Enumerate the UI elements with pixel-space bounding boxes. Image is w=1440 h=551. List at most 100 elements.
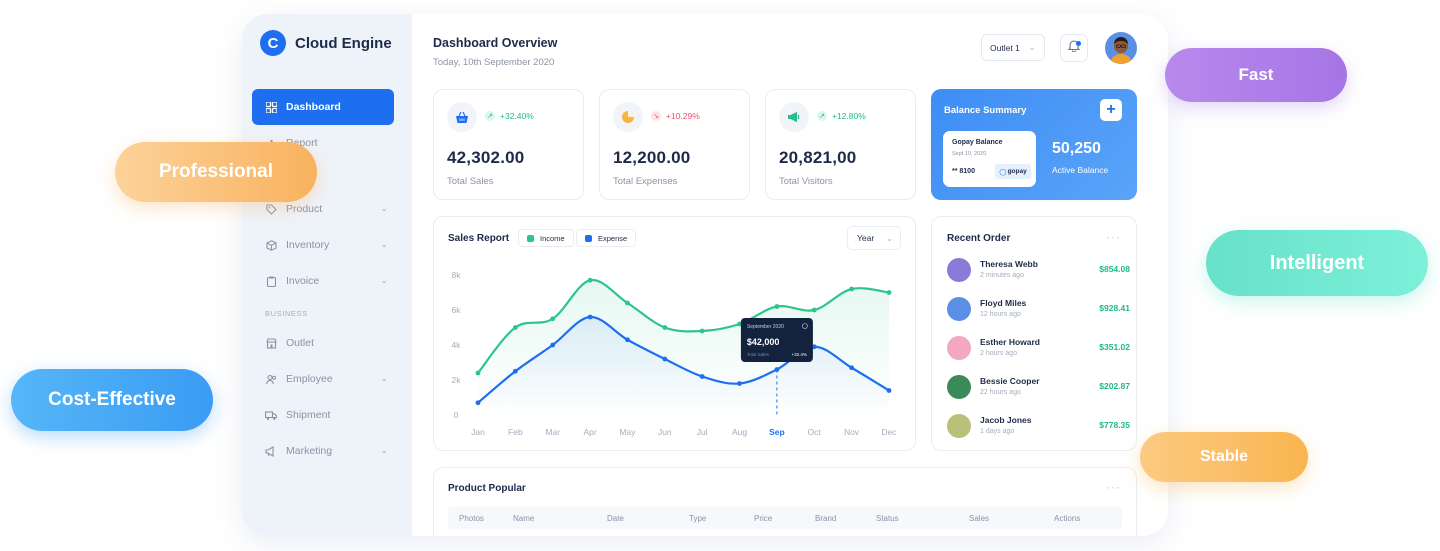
y-tick-label: 0 <box>454 410 459 420</box>
legend-expense[interactable]: Expense <box>576 229 637 247</box>
chevron-down-icon: ⌄ <box>380 275 388 285</box>
more-options-icon[interactable]: ··· <box>1106 480 1121 494</box>
customer-avatar <box>947 336 971 360</box>
sidebar-item-inventory[interactable]: Inventory ⌄ <box>252 227 394 263</box>
stat-value: 42,302.00 <box>447 148 525 167</box>
order-time: 2 minutes ago <box>980 272 1024 279</box>
order-row[interactable]: Bessie Cooper 22 hours ago $202.87 <box>947 375 1130 401</box>
sales-report-card: 0 2k 4k 6k 8k Jan Feb Mar Apr May Jun Jul Aug Sep Oct N… <box>433 216 916 451</box>
gopay-card[interactable]: Gopay Balance Sept 10, 2020 ** 8100 ◯ gop… <box>943 131 1036 187</box>
store-icon <box>265 337 277 349</box>
stat-card-total-expenses[interactable]: ↘ +10.29% 12,200.00 Total Expenses <box>599 89 750 200</box>
stat-card-total-visitors[interactable]: ↗ +12.80% 20,821,00 Total Visitors <box>765 89 916 200</box>
stat-label: Total Sales <box>447 176 494 187</box>
user-avatar[interactable] <box>1105 32 1137 64</box>
notification-button[interactable] <box>1060 34 1088 62</box>
outlet-select-value: Outlet 1 <box>990 42 1020 53</box>
data-point-income <box>475 370 481 376</box>
x-tick-label: Dec <box>881 427 897 437</box>
table-header: Photos Name Date Type Price Brand Status… <box>448 507 1122 529</box>
outlet-select[interactable]: Outlet 1 ⌄ <box>981 34 1045 61</box>
series-line-income <box>477 279 890 374</box>
data-point-expense <box>886 388 892 393</box>
order-row[interactable]: Theresa Webb 2 minutes ago $854.08 <box>947 258 1130 284</box>
add-balance-button[interactable]: + <box>1100 99 1122 121</box>
dashboard-icon <box>265 101 277 113</box>
sidebar-item-outlet[interactable]: Outlet <box>252 325 394 361</box>
range-select-value: Year <box>857 233 875 243</box>
customer-avatar <box>947 414 971 438</box>
sidebar-item-employee[interactable]: Employee ⌄ <box>252 361 394 397</box>
data-point-income <box>849 286 855 292</box>
order-time: 22 hours ago <box>980 389 1021 396</box>
info-icon <box>802 323 808 329</box>
stat-label: Total Visitors <box>779 176 833 187</box>
stat-value: 12,200.00 <box>613 148 691 167</box>
gopay-title: Gopay Balance <box>952 139 1003 146</box>
order-row[interactable]: Esther Howard 2 hours ago $351.02 <box>947 336 1130 362</box>
data-point-expense <box>699 374 705 379</box>
order-amount: $351.02 <box>1099 342 1130 352</box>
y-tick-label: 8k <box>452 270 462 280</box>
customer-avatar <box>947 258 971 282</box>
y-tick-label: 6k <box>452 305 462 315</box>
order-row[interactable]: Jacob Jones 1 days ago $778.35 <box>947 414 1130 440</box>
column-header: Name <box>513 514 535 523</box>
sidebar-item-shipment[interactable]: Shipment <box>252 397 394 433</box>
brand-name: Cloud Engine <box>295 34 392 52</box>
data-point-expense <box>811 344 817 350</box>
basket-icon <box>447 102 477 132</box>
data-point-expense <box>625 337 630 343</box>
x-tick-label: Sep <box>769 427 785 437</box>
more-options-icon[interactable]: ··· <box>1106 230 1121 244</box>
column-header: Photos <box>459 514 484 523</box>
arrow-down-icon: ↘ <box>651 111 661 121</box>
stat-card-total-sales[interactable]: ↗ +32.40% 42,302.00 Total Sales <box>433 89 584 200</box>
column-header: Actions <box>1054 514 1081 523</box>
sidebar: C Cloud Engine Dashboard Report <box>242 14 412 536</box>
data-point-expense <box>737 381 742 386</box>
pill-professional: Professional <box>115 142 317 202</box>
data-point-expense <box>475 400 481 406</box>
sidebar-item-invoice[interactable]: Invoice ⌄ <box>252 263 394 299</box>
customer-name: Jacob Jones <box>980 415 1032 425</box>
sidebar-item-label: Marketing <box>286 445 333 457</box>
stat-change-value: +32.40% <box>500 111 534 121</box>
data-point-income <box>699 328 705 334</box>
x-tick-label: Aug <box>732 427 747 437</box>
sidebar-item-product[interactable]: Product ⌄ <box>252 191 394 227</box>
series-area <box>478 316 889 415</box>
column-header: Brand <box>815 514 837 523</box>
pill-fast: Fast <box>1165 48 1347 102</box>
sidebar-item-label: Shipment <box>286 409 331 421</box>
tooltip-date: September 2020 <box>747 324 784 330</box>
legend-label: Income <box>540 233 565 243</box>
balance-value: 50,250 <box>1052 140 1101 157</box>
x-tick-label: Oct <box>808 427 822 437</box>
range-select[interactable]: Year ⌄ <box>847 226 901 250</box>
balance-label: Active Balance <box>1052 165 1109 175</box>
order-row[interactable]: Floyd Miles 12 hours ago $928.41 <box>947 297 1130 323</box>
customer-avatar <box>947 375 971 399</box>
chevron-down-icon: ⌄ <box>380 203 388 213</box>
chevron-down-icon: ⌄ <box>380 239 388 249</box>
sidebar-item-marketing[interactable]: Marketing ⌄ <box>252 433 394 469</box>
sidebar-item-dashboard[interactable]: Dashboard <box>252 89 394 125</box>
box-icon <box>265 239 277 251</box>
arrow-up-icon: ↗ <box>485 111 495 121</box>
y-tick-label: 2k <box>452 375 462 385</box>
product-popular-card: Product Popular ··· Photos Name Date Typ… <box>433 467 1137 536</box>
chevron-down-icon: ⌄ <box>380 373 388 383</box>
legend-income[interactable]: Income <box>518 229 574 247</box>
brand[interactable]: C Cloud Engine <box>260 30 392 56</box>
order-time: 2 hours ago <box>980 350 1017 357</box>
column-header: Date <box>607 514 624 523</box>
megaphone-icon <box>265 445 277 457</box>
order-time: 12 hours ago <box>980 311 1021 318</box>
column-header: Price <box>754 514 773 523</box>
gopay-brand: gopay <box>1007 168 1027 175</box>
sidebar-item-label: Outlet <box>286 337 315 349</box>
recent-order-title: Recent Order <box>947 233 1011 244</box>
customer-avatar <box>947 297 971 321</box>
legend-swatch <box>527 234 534 242</box>
